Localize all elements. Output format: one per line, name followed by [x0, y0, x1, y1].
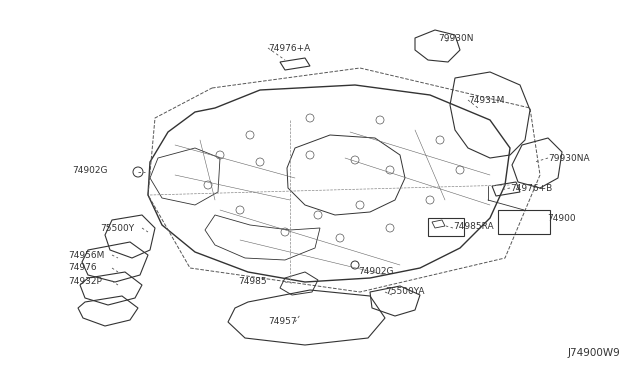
Text: 74985: 74985 — [238, 278, 267, 286]
Text: J74900W9: J74900W9 — [567, 348, 620, 358]
Text: 74976+A: 74976+A — [268, 44, 310, 52]
Text: 74900: 74900 — [547, 214, 575, 222]
Text: 74902G: 74902G — [358, 267, 394, 276]
Text: 74932P: 74932P — [68, 276, 102, 285]
Text: 75500YA: 75500YA — [385, 288, 424, 296]
Text: 74902G: 74902G — [72, 166, 108, 174]
Text: 74976: 74976 — [68, 263, 97, 273]
Text: 74956M: 74956M — [68, 250, 104, 260]
Bar — [428, 218, 464, 236]
Text: 79930N: 79930N — [438, 33, 474, 42]
Text: 74957: 74957 — [268, 317, 296, 327]
Text: 75500Y: 75500Y — [100, 224, 134, 232]
Text: 74976+B: 74976+B — [510, 183, 552, 192]
Text: 74931M: 74931M — [468, 96, 504, 105]
Text: 74985RA: 74985RA — [453, 221, 493, 231]
Bar — [498, 210, 550, 234]
Text: 79930NA: 79930NA — [548, 154, 589, 163]
